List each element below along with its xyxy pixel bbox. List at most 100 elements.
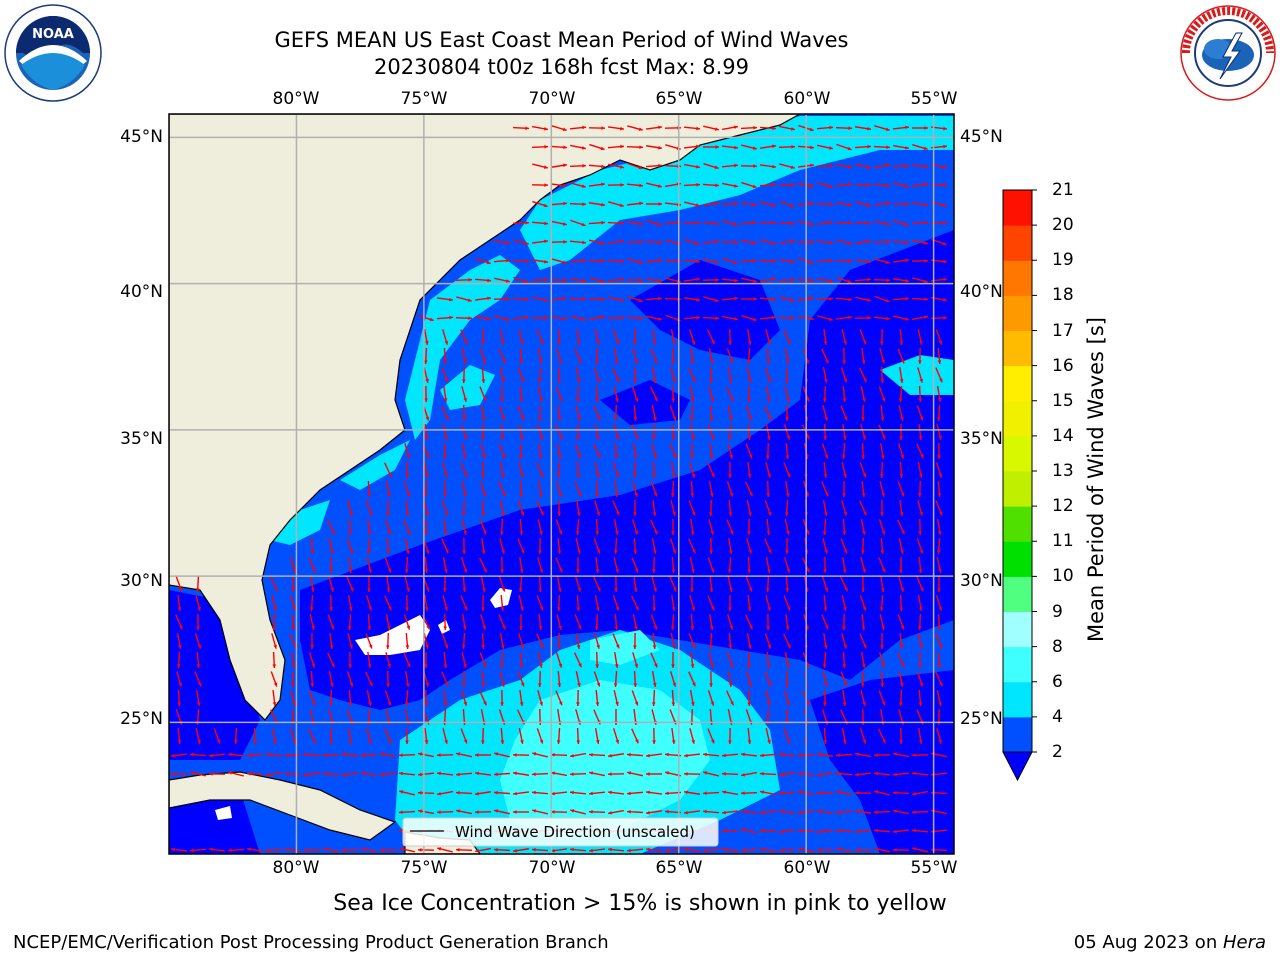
wave-direction-arrow [778, 277, 796, 282]
wave-direction-arrow [189, 752, 207, 757]
wave-direction-arrow [607, 753, 625, 758]
wave-direction-arrow [556, 348, 562, 364]
wave-direction-arrow [462, 575, 467, 593]
lat-tick-right: 45°N [960, 127, 1003, 147]
wave-direction-arrow [854, 316, 872, 320]
wave-direction-arrow [479, 348, 487, 364]
wave-direction-arrow [272, 689, 277, 707]
wave-direction-arrow [702, 201, 720, 206]
wave-direction-arrow [816, 202, 834, 207]
wave-direction-arrow [576, 594, 581, 612]
wave-direction-arrow [785, 575, 790, 593]
wave-direction-arrow [683, 182, 701, 187]
wave-direction-arrow [588, 126, 606, 130]
wave-direction-arrow [645, 278, 663, 283]
colorbar-segment [1003, 330, 1032, 367]
wave-direction-arrow [555, 519, 563, 535]
wave-direction-arrow [329, 556, 333, 574]
wave-direction-arrow [747, 651, 751, 669]
wave-direction-arrow [607, 183, 625, 187]
colorbar-tick-label: 16 [1052, 355, 1074, 376]
wave-direction-arrow [873, 183, 891, 188]
wave-direction-arrow [550, 791, 568, 796]
wave-direction-arrow [366, 557, 372, 573]
footer-credit: NCEP/EMC/Verification Post Processing Pr… [13, 932, 609, 953]
wave-direction-arrow [690, 347, 695, 365]
wave-direction-arrow [707, 462, 715, 478]
wave-direction-arrow [341, 752, 359, 757]
wave-direction-arrow [612, 329, 620, 345]
wave-direction-arrow [874, 220, 890, 226]
wave-direction-arrow [860, 557, 866, 573]
wave-direction-arrow [937, 480, 942, 498]
wave-direction-arrow [399, 790, 415, 796]
wave-direction-arrow [721, 847, 739, 852]
wave-direction-arrow [380, 848, 396, 852]
wave-direction-arrow [291, 575, 295, 593]
wave-direction-arrow [176, 671, 182, 687]
wave-direction-arrow [651, 405, 657, 421]
wave-direction-arrow [404, 556, 409, 574]
wave-direction-arrow [341, 772, 359, 777]
wave-direction-arrow [936, 385, 942, 403]
lon-tick-bottom: 75°W [400, 858, 448, 878]
wave-direction-arrow [874, 125, 890, 131]
wave-direction-arrow [310, 537, 315, 555]
wave-direction-arrow [424, 423, 429, 441]
wave-direction-arrow [569, 847, 587, 852]
wave-direction-arrow [937, 518, 942, 536]
wave-direction-arrow [474, 771, 492, 776]
wave-direction-arrow [308, 690, 316, 706]
wave-direction-arrow [740, 771, 758, 777]
wave-direction-arrow [347, 500, 353, 516]
wave-direction-arrow [652, 727, 656, 745]
wave-direction-arrow [436, 753, 454, 757]
wave-direction-arrow [650, 348, 658, 364]
wave-direction-arrow [854, 791, 872, 795]
wave-direction-arrow [782, 633, 792, 649]
wave-direction-arrow [460, 462, 468, 478]
wave-direction-arrow [589, 239, 605, 245]
wave-direction-arrow [569, 164, 587, 168]
wave-direction-arrow [403, 481, 411, 497]
wave-direction-arrow [403, 519, 411, 535]
wave-direction-arrow [936, 537, 941, 555]
wave-direction-arrow [702, 752, 720, 757]
wave-direction-arrow [898, 385, 903, 403]
wave-direction-arrow [569, 202, 587, 206]
wave-direction-arrow [854, 829, 872, 834]
wave-direction-arrow [911, 753, 929, 757]
wave-direction-arrow [555, 557, 563, 573]
wave-direction-arrow [703, 258, 719, 264]
wave-direction-arrow [196, 613, 200, 631]
wave-direction-arrow [519, 480, 523, 498]
wave-direction-arrow [480, 576, 486, 592]
wave-direction-arrow [878, 386, 886, 402]
wave-direction-arrow [175, 614, 183, 630]
wave-direction-arrow [348, 556, 353, 574]
wave-direction-arrow [614, 575, 618, 593]
wave-direction-arrow [722, 220, 738, 226]
wave-direction-arrow [550, 296, 568, 302]
wave-direction-arrow [841, 442, 846, 460]
wave-direction-arrow [519, 689, 524, 707]
wave-direction-arrow [481, 328, 485, 346]
wave-direction-arrow [683, 259, 701, 264]
wave-direction-arrow [500, 689, 504, 707]
wave-direction-arrow [531, 790, 549, 795]
wave-direction-arrow [670, 500, 676, 516]
wave-direction-arrow [683, 315, 701, 320]
wave-direction-arrow [918, 689, 923, 707]
wave-direction-arrow [842, 556, 847, 574]
wave-direction-arrow [347, 594, 353, 612]
wave-direction-arrow [550, 145, 568, 150]
wave-direction-arrow [936, 728, 942, 744]
wave-direction-arrow [912, 277, 928, 283]
wave-direction-arrow [728, 632, 733, 650]
wave-direction-arrow [646, 315, 662, 321]
wave-direction-arrow [538, 537, 542, 555]
wave-direction-arrow [861, 537, 865, 555]
wave-direction-arrow [633, 670, 638, 688]
wave-direction-arrow [576, 689, 580, 707]
wave-direction-arrow [570, 809, 586, 815]
